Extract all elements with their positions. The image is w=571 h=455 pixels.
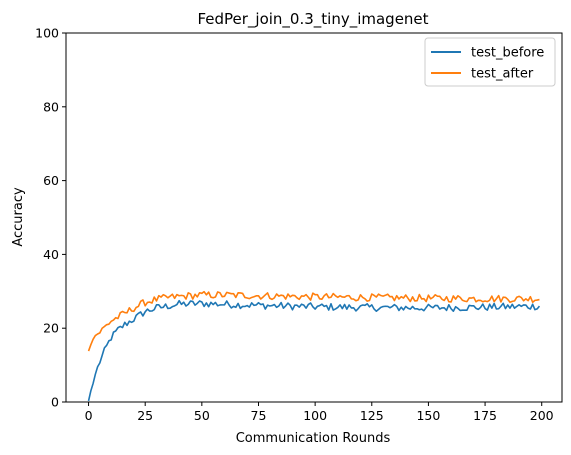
y-tick-label: 0: [51, 395, 59, 410]
x-axis-label: Communication Rounds: [236, 431, 391, 446]
x-axis-ticks: 0 25 50 75 100 125 150 175 200: [85, 402, 554, 423]
y-tick-label: 60: [43, 173, 59, 188]
x-tick-label: 150: [416, 408, 440, 423]
y-tick-label: 20: [43, 321, 59, 336]
axes-frame: [65, 32, 563, 403]
x-tick-label: 125: [360, 408, 384, 423]
plot-area: [65, 32, 563, 403]
y-tick-label: 40: [43, 247, 59, 262]
y-tick-label: 80: [43, 99, 59, 114]
legend-label-test_after: test_after: [471, 67, 534, 82]
x-tick-label: 0: [85, 408, 93, 423]
y-axis-ticks: 0 20 40 60 80 100: [35, 26, 66, 410]
y-axis-label: Accuracy: [11, 187, 26, 247]
x-tick-label: 100: [303, 408, 327, 423]
series-line-test_after: [87, 290, 540, 352]
x-tick-label: 175: [473, 408, 497, 423]
series-line-test_before: [87, 299, 541, 402]
x-tick-label: 50: [194, 408, 210, 423]
legend-label-test_before: test_before: [471, 46, 544, 61]
chart-title: FedPer_join_0.3_tiny_imagenet: [197, 10, 428, 29]
x-tick-label: 75: [251, 408, 267, 423]
x-tick-label: 25: [137, 408, 153, 423]
x-tick-label: 200: [530, 408, 554, 423]
y-tick-label: 100: [35, 26, 59, 41]
legend: test_before test_after: [424, 37, 556, 87]
